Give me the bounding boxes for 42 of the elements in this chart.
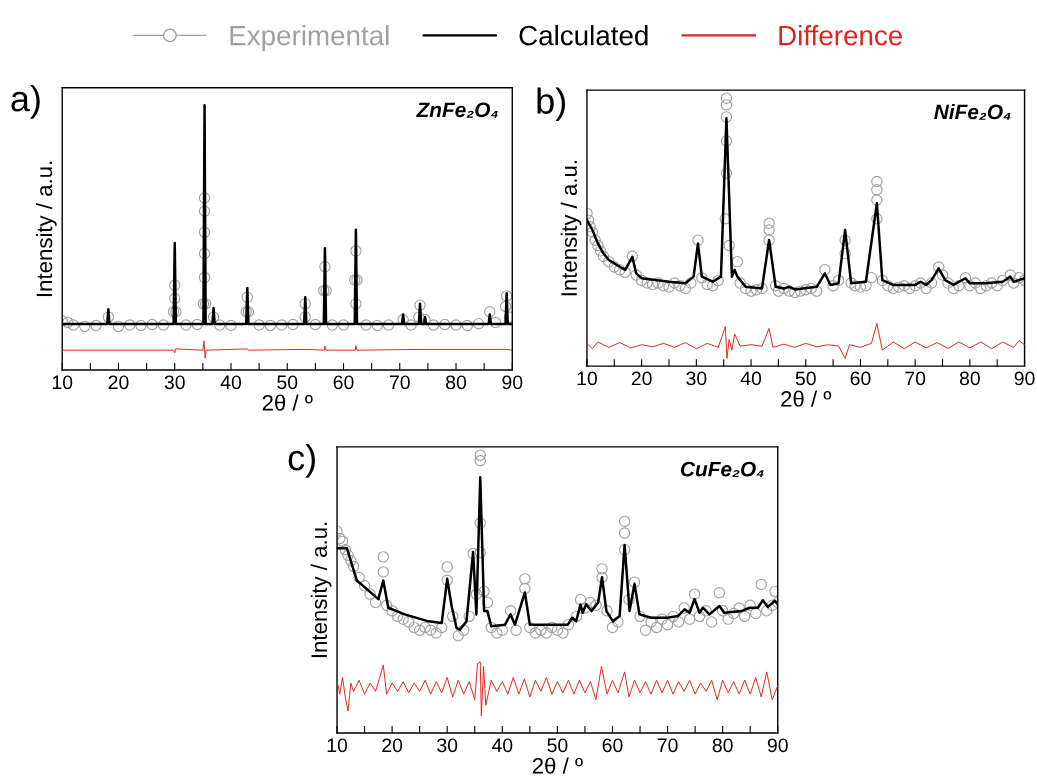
y-axis-title: Intensity / a.u. bbox=[35, 161, 57, 297]
x-tick-label: 80 bbox=[712, 738, 733, 753]
x-tick-label: 70 bbox=[389, 375, 410, 390]
y-axis-title: Intensity / a.u. bbox=[560, 160, 582, 296]
annotation: ZnFe₂O₄ bbox=[416, 102, 498, 118]
x-tick-label: 90 bbox=[767, 738, 788, 753]
x-tick-label: 10 bbox=[52, 375, 73, 390]
x-tick-label: 90 bbox=[1014, 371, 1035, 386]
legend-label: Experimental bbox=[230, 25, 389, 51]
x-tick-label: 30 bbox=[437, 738, 458, 753]
legend-label: Difference bbox=[779, 25, 902, 46]
chart-title: b) bbox=[537, 87, 566, 122]
x-tick-label: 30 bbox=[686, 371, 707, 386]
x-tick-label: 20 bbox=[631, 371, 652, 386]
x-tick-label: 70 bbox=[657, 738, 678, 753]
x-tick-label: 20 bbox=[108, 375, 129, 390]
chart-title: c) bbox=[288, 444, 315, 478]
x-tick-label: 40 bbox=[740, 371, 762, 386]
x-tick-label: 90 bbox=[502, 375, 523, 390]
legend-label: Calculated bbox=[519, 25, 648, 46]
x-tick-label: 60 bbox=[602, 738, 623, 753]
x-tick-label: 30 bbox=[164, 375, 185, 390]
x-axis-title: 2θ / º bbox=[781, 390, 832, 407]
x-tick-label: 40 bbox=[491, 738, 513, 753]
x-tick-label: 50 bbox=[277, 375, 298, 390]
y-axis-title: Intensity / a.u. bbox=[310, 522, 332, 658]
x-tick-label: 50 bbox=[547, 738, 568, 753]
x-tick-label: 20 bbox=[382, 738, 403, 753]
annotation: CuFe₂O₄ bbox=[680, 461, 764, 477]
x-tick-label: 10 bbox=[327, 738, 348, 753]
x-tick-label: 40 bbox=[220, 375, 242, 390]
x-tick-label: 60 bbox=[333, 375, 354, 390]
chart-title: a) bbox=[11, 84, 40, 119]
x-tick-label: 80 bbox=[446, 375, 467, 390]
x-tick-label: 80 bbox=[959, 371, 980, 386]
x-axis-title: 2θ / º bbox=[262, 394, 313, 411]
annotation: NiFe₂O₄ bbox=[934, 103, 1011, 120]
x-tick-label: 10 bbox=[577, 371, 597, 386]
x-tick-label: 60 bbox=[850, 371, 871, 386]
x-axis-title: 2θ / º bbox=[532, 757, 583, 774]
x-tick-label: 50 bbox=[795, 371, 816, 386]
x-tick-label: 70 bbox=[905, 371, 926, 386]
